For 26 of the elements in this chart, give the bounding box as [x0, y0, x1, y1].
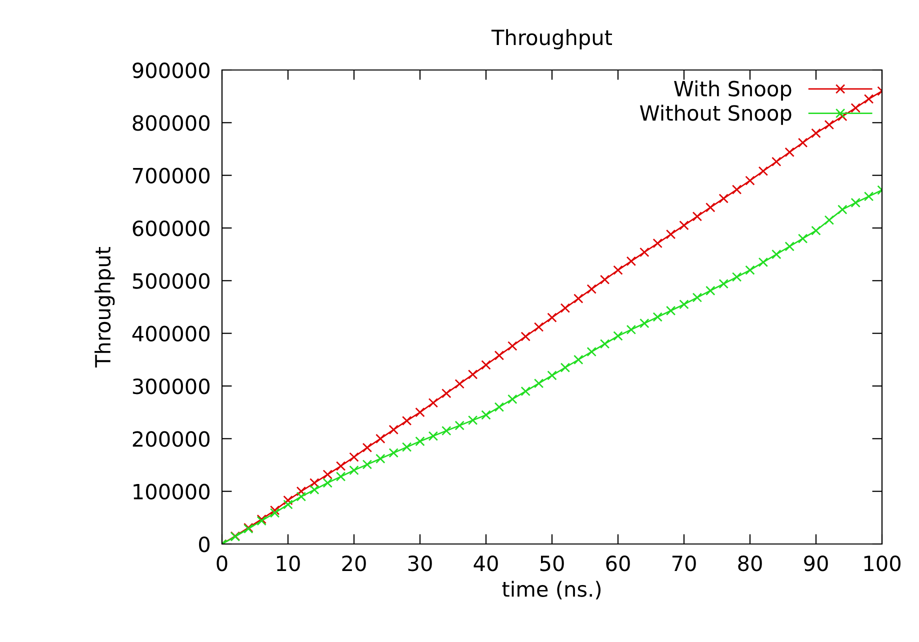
- x-tick-label: 20: [342, 555, 366, 572]
- x-tick-label: 50: [540, 555, 564, 572]
- x-tick-label: 100: [864, 555, 900, 572]
- x-tick-label: 80: [738, 555, 762, 572]
- x-axis-title: time (ns.): [502, 580, 601, 600]
- x-tick-label: 70: [672, 555, 696, 572]
- y-tick-label: 600000: [132, 220, 210, 236]
- y-tick-label: 400000: [132, 326, 210, 342]
- y-tick-label: 300000: [132, 378, 210, 394]
- chart-title: Throughput: [491, 29, 612, 50]
- y-tick-label: 900000: [132, 62, 210, 78]
- x-tick-label: 40: [474, 555, 498, 572]
- x-tick-label: 60: [606, 555, 630, 572]
- y-tick-label: 100000: [134, 484, 210, 500]
- x-tick-label: 90: [804, 555, 828, 572]
- x-tick-label: 30: [408, 555, 432, 572]
- x-tick-label: 0: [216, 555, 228, 572]
- y-tick-label: 700000: [133, 168, 210, 184]
- y-tick-label: 0: [199, 536, 210, 552]
- y-tick-label: 500000: [132, 273, 210, 289]
- y-tick-label: 800000: [132, 115, 210, 131]
- legend-label: Without Snoop: [640, 104, 792, 125]
- y-tick-label: 200000: [132, 431, 210, 447]
- legend-label: With Snoop: [674, 80, 792, 101]
- x-tick-label: 10: [277, 555, 300, 572]
- y-axis-title: Throughput: [94, 247, 115, 368]
